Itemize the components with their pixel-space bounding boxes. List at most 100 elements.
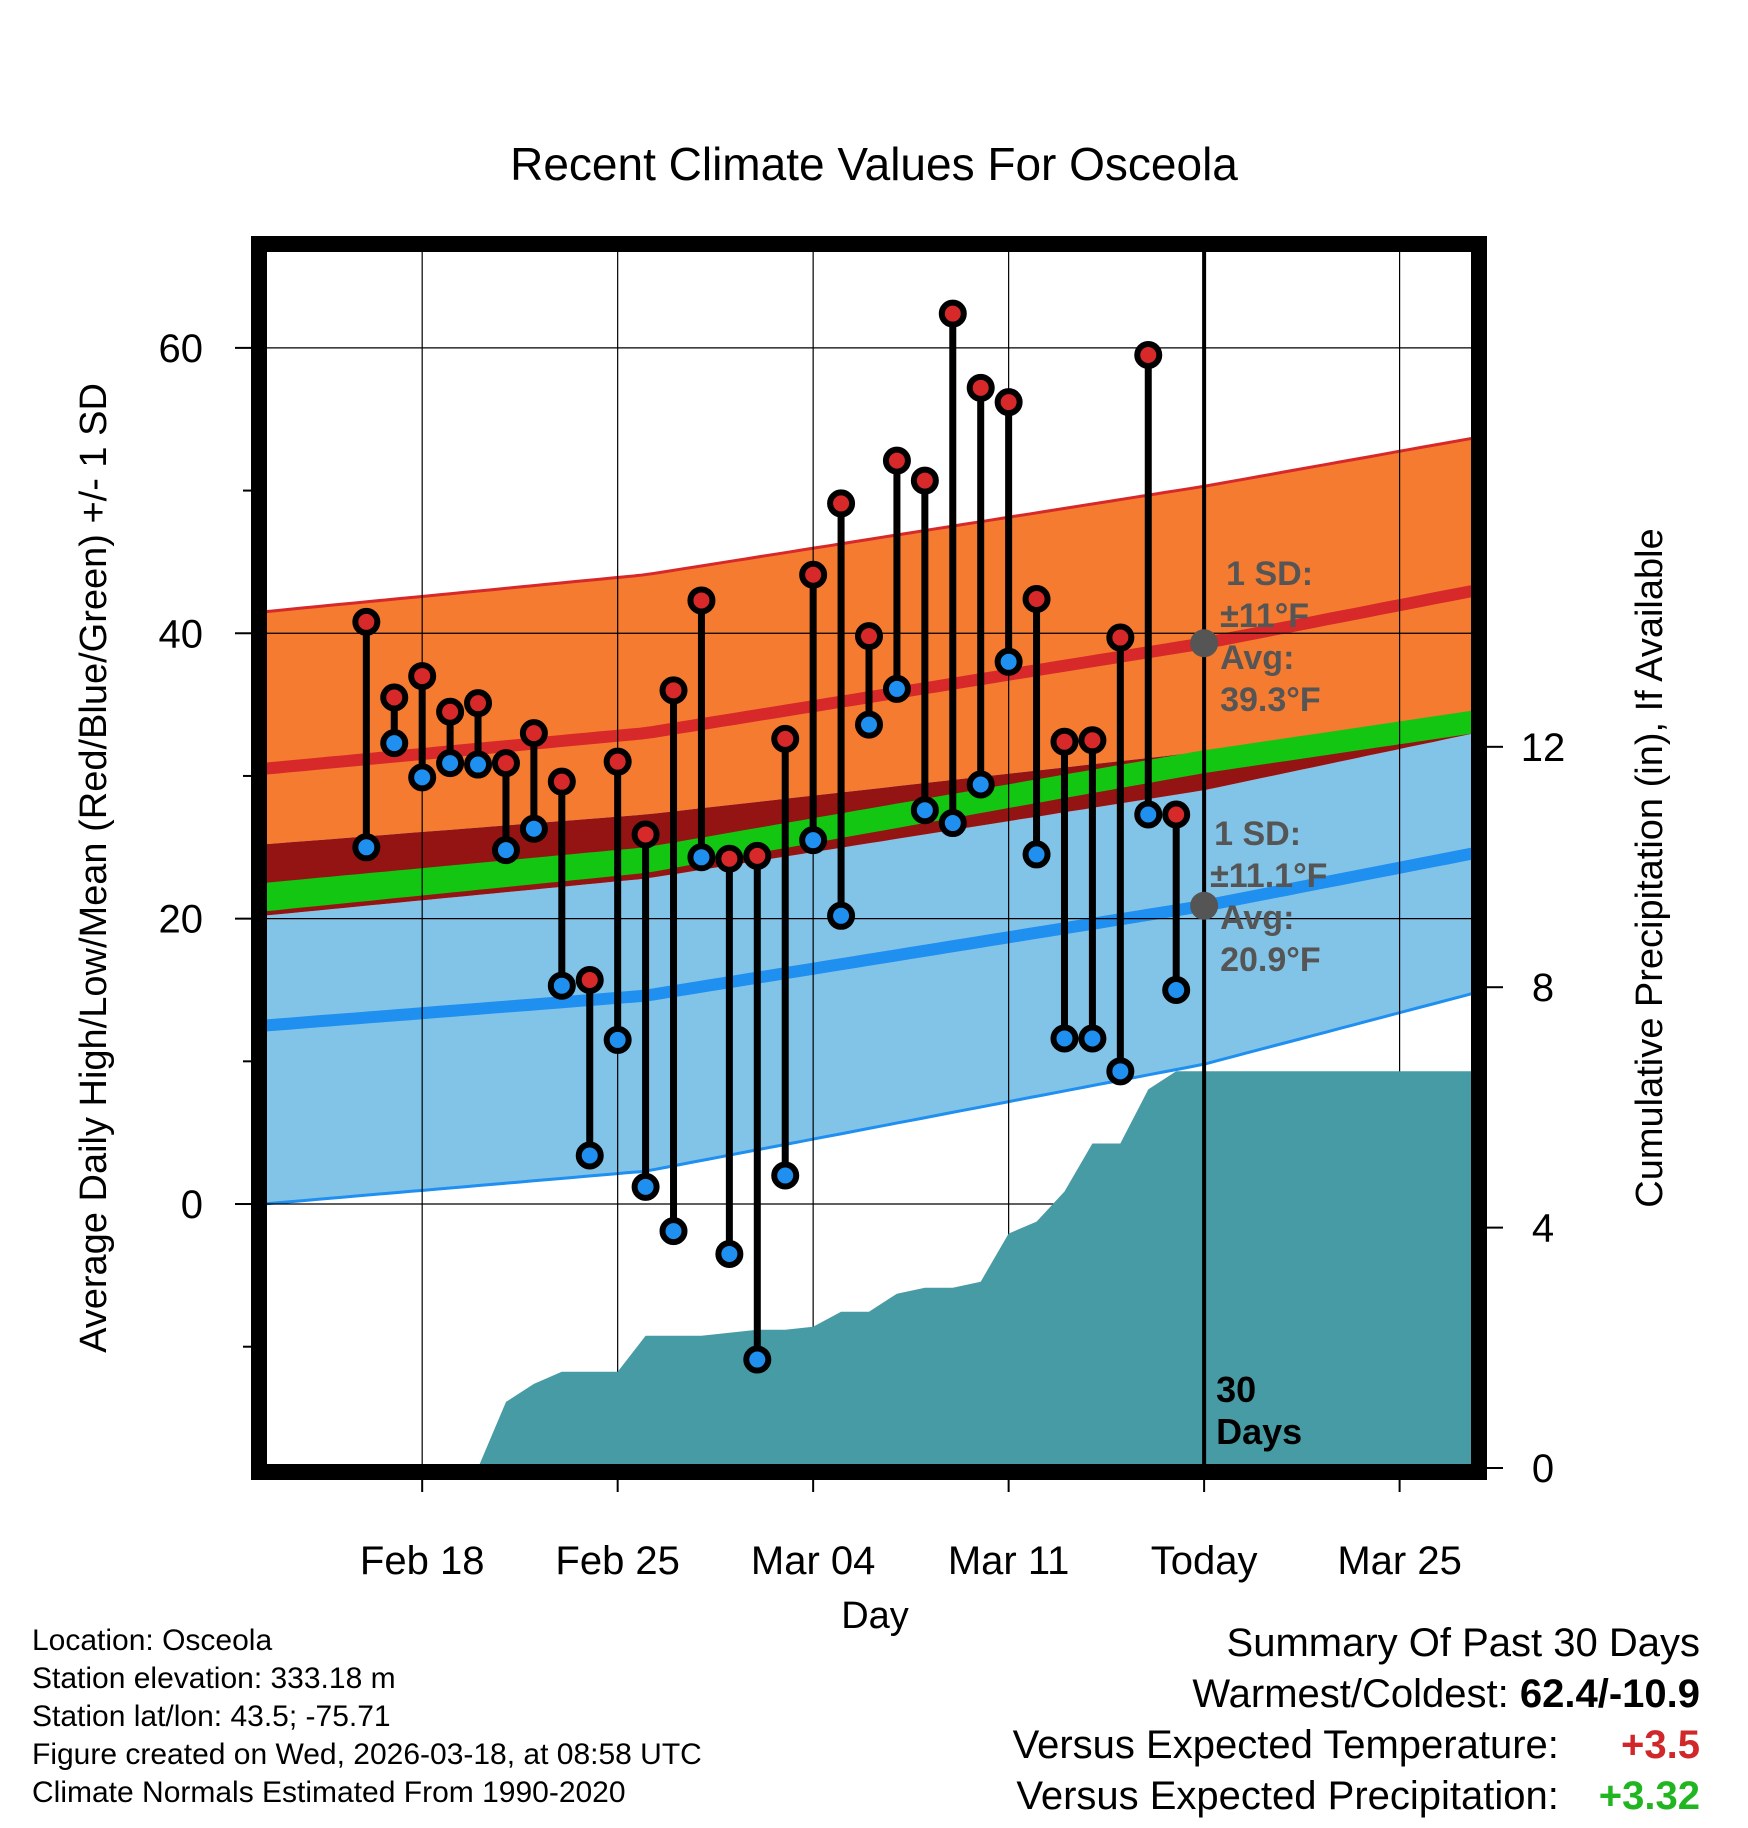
today-days-line: 30 [1216, 1369, 1256, 1410]
daily-high-point [408, 662, 437, 691]
daily-low-point [491, 836, 520, 865]
today-layer: 30 Days [1202, 248, 1302, 1468]
y-tick-label: 0 [181, 1183, 203, 1227]
latlon-text: Station lat/lon: 43.5; -75.71 [32, 1700, 391, 1733]
daily-high-point [1050, 727, 1079, 756]
daily-high-point [380, 683, 409, 712]
daily-low-point [966, 770, 995, 799]
high-upper-line [262, 436, 1476, 614]
daily-observations [352, 299, 1191, 1374]
daily-low-point [994, 647, 1023, 676]
daily-low-point [408, 763, 437, 792]
elevation-text: Station elevation: 333.18 m [32, 1662, 396, 1695]
low-lower-line [262, 991, 1476, 1206]
daily-low-point [1022, 840, 1051, 869]
daily-low-point [603, 1025, 632, 1054]
high-avg-marker [1190, 629, 1219, 658]
x-tick-label: Feb 18 [360, 1539, 485, 1583]
daily-low-point [380, 729, 409, 758]
daily-low-point [1078, 1024, 1107, 1053]
daily-high-point [799, 560, 828, 589]
daily-high-point [603, 747, 632, 776]
created-text: Figure created on Wed, 2026-03-18, at 08… [32, 1738, 702, 1771]
daily-high-point [631, 820, 660, 849]
extremes-label: Warmest/Coldest: [1192, 1672, 1509, 1716]
daily-low-point [743, 1345, 772, 1374]
daily-low-point [1134, 800, 1163, 829]
high-annotation-sd: 1 SD: [1226, 555, 1313, 593]
daily-low-point [855, 710, 883, 739]
y-tick-label: 40 [159, 612, 204, 656]
daily-high-point [1022, 585, 1051, 614]
daily-high-point [1106, 623, 1135, 652]
daily-high-point [715, 844, 744, 873]
high-annotation-avg-value: 39.3°F [1220, 681, 1321, 719]
today-days-label: 30 Days [1216, 1369, 1302, 1452]
daily-low-point [464, 750, 493, 779]
summary-precip: Versus Expected Precipitation: +3.32 [1013, 1771, 1700, 1822]
y2-axis-label: Cumulative Precipitation (in), If Availa… [1629, 528, 1671, 1207]
daily-high-point [1078, 726, 1107, 755]
daily-low-point [687, 843, 716, 872]
daily-low-point [1050, 1024, 1079, 1053]
y2-tick-label: 12 [1521, 726, 1566, 770]
daily-high-point [352, 607, 381, 636]
chart-title: Recent Climate Values For Osceola [510, 138, 1238, 190]
y-tick-label: 20 [159, 898, 204, 942]
daily-low-point [575, 1141, 604, 1170]
daily-low-point [771, 1161, 800, 1190]
daily-high-point [436, 697, 465, 726]
daily-low-point [715, 1239, 744, 1268]
precip-layer [366, 1071, 1475, 1468]
x-tick-label: Mar 04 [751, 1539, 876, 1583]
daily-high-point [687, 586, 716, 615]
plot-frame [251, 236, 1487, 1480]
daily-high-point [547, 767, 576, 796]
daily-high-point [519, 719, 548, 748]
daily-high-point [882, 446, 911, 475]
x-axis-label: Day [841, 1595, 909, 1637]
daily-high-point [1134, 341, 1163, 370]
precip-value: +3.32 [1598, 1774, 1700, 1818]
high-annotation-sd-value: ±11°F [1220, 597, 1309, 635]
daily-high-point [827, 489, 856, 518]
axes: Feb 18 Feb 25 Mar 04 Mar 11 Today Mar 2502040… [159, 327, 1566, 1583]
daily-high-point [743, 841, 772, 870]
daily-low-point [827, 901, 856, 930]
daily-high-point [491, 749, 520, 778]
y-axis-label: Average Daily High/Low/Mean (Red/Blue/Gr… [73, 383, 115, 1353]
location-text: Location: Osceola [32, 1624, 273, 1657]
daily-low-point [659, 1217, 688, 1246]
summary-title: Summary Of Past 30 Days [1226, 1621, 1700, 1665]
daily-low-point [436, 749, 465, 778]
daily-high-point [464, 689, 493, 718]
low-sd-band [263, 733, 1475, 1204]
daily-low-point [938, 809, 967, 838]
daily-high-point [855, 622, 883, 651]
plot-border [251, 236, 1487, 1480]
daily-low-point [547, 971, 576, 1000]
daily-high-point [659, 676, 688, 705]
low-avg-line [262, 847, 1477, 1032]
extremes-value: 62.4/-10.9 [1519, 1672, 1700, 1716]
temp-value: +3.5 [1621, 1723, 1700, 1767]
low-annotation-sd-value: ±11.1°F [1210, 857, 1327, 895]
station-info: Location: Osceola Station elevation: 333… [32, 1622, 702, 1812]
normals-text: Climate Normals Estimated From 1990-2020 [32, 1776, 626, 1809]
daily-low-point [882, 674, 911, 703]
daily-high-point [575, 966, 604, 994]
low-annotation-avg-value: 20.9°F [1220, 941, 1321, 979]
daily-low-point [631, 1172, 660, 1201]
daily-high-point [910, 466, 939, 495]
summary-panel: Summary Of Past 30 Days Warmest/Coldest:… [1013, 1618, 1700, 1822]
daily-high-point [1162, 800, 1191, 829]
today-days-line: Days [1216, 1411, 1302, 1452]
daily-low-point [519, 814, 548, 843]
x-tick-label: Mar 11 [948, 1539, 1070, 1583]
daily-high-point [966, 373, 995, 402]
daily-low-point [799, 826, 828, 855]
daily-low-point [1106, 1057, 1135, 1086]
daily-low-point [910, 796, 939, 825]
temp-label: Versus Expected Temperature: [1012, 1723, 1559, 1767]
